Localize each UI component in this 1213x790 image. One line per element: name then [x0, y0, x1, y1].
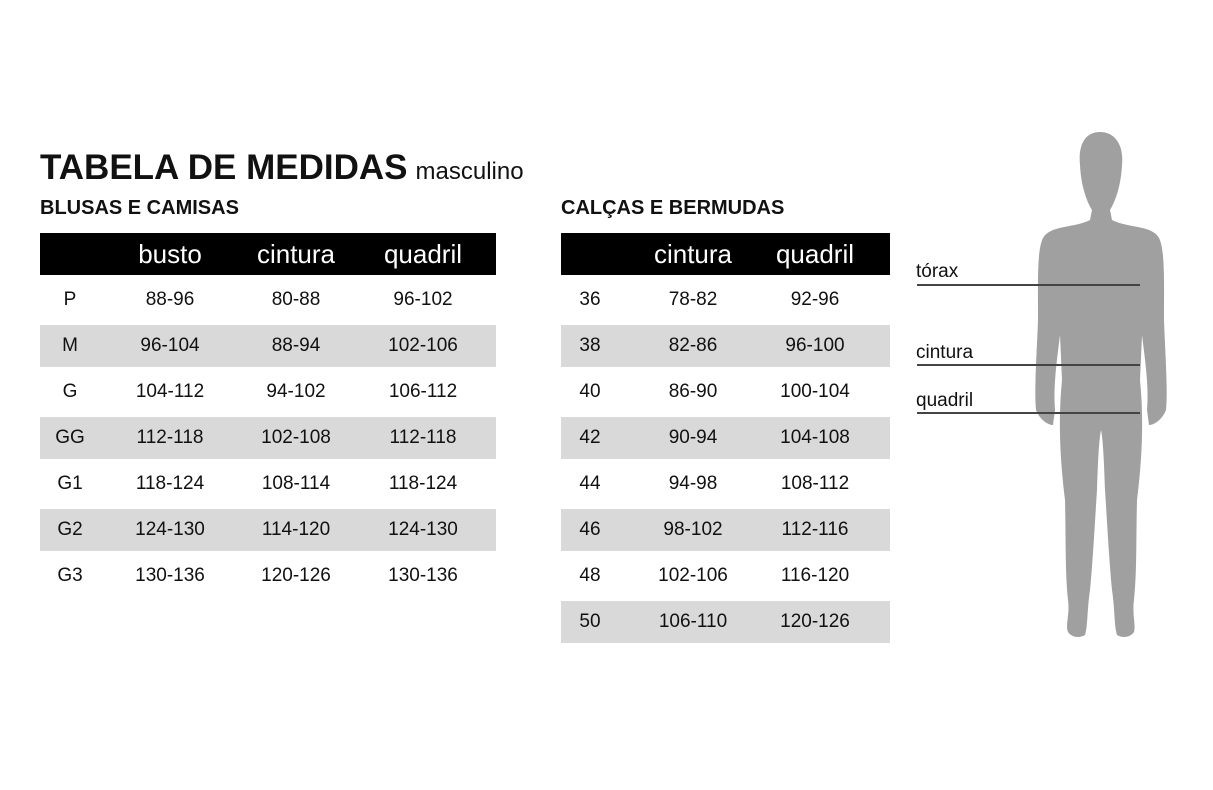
table-row: GG 112-118 102-108 112-118	[40, 417, 496, 459]
table-row: 42 90-94 104-108	[561, 417, 890, 459]
table-row: G2 124-130 114-120 124-130	[40, 509, 496, 551]
table-row: P 88-96 80-88 96-102	[40, 279, 496, 321]
measurement-cell: 98-102	[663, 519, 723, 540]
size-label: 48	[579, 565, 601, 586]
size-label: GG	[55, 427, 85, 448]
measurement-cell: 108-112	[780, 473, 850, 494]
measurement-cell: 96-100	[785, 335, 845, 356]
measurement-cell: 102-108	[261, 427, 331, 448]
size-label: M	[62, 335, 78, 356]
measurement-cell: 80-88	[271, 289, 321, 310]
measurement-cell: 96-102	[393, 289, 453, 310]
measurement-cell: 88-94	[271, 335, 321, 356]
table-row: G 104-112 94-102 106-112	[40, 371, 496, 413]
measurement-cell: 102-106	[658, 565, 728, 586]
measurement-cell: 96-104	[140, 335, 200, 356]
measurement-cell: 112-118	[389, 427, 457, 448]
page-title: TABELA DE MEDIDAS masculino	[40, 148, 524, 188]
torax-label: tórax	[916, 261, 959, 282]
measurement-cell: 112-118	[136, 427, 204, 448]
cintura-label: cintura	[916, 342, 974, 363]
measurement-cell: 78-82	[668, 289, 718, 310]
title-main: TABELA DE MEDIDAS	[40, 148, 408, 187]
table-row: 46 98-102 112-116	[561, 509, 890, 551]
table-row: 50 106-110 120-126	[561, 601, 890, 643]
column-header: cintura	[256, 238, 336, 269]
size-label: 36	[579, 289, 601, 310]
body-silhouette	[1035, 132, 1167, 637]
measurement-cell: 88-96	[145, 289, 195, 310]
measurement-cell: 94-102	[266, 381, 326, 402]
shirts-heading: BLUSAS E CAMISAS	[40, 197, 239, 219]
size-label: G2	[57, 519, 83, 540]
pants-heading: CALÇAS E BERMUDAS	[561, 197, 785, 219]
measurement-cell: 120-126	[780, 611, 850, 632]
measurement-cell: 114-120	[261, 519, 331, 540]
measurement-cell: 102-106	[388, 335, 458, 356]
size-label: 50	[579, 611, 601, 632]
measurement-cell: 124-130	[135, 519, 205, 540]
column-header: busto	[138, 238, 202, 269]
column-header: quadril	[383, 238, 463, 269]
measurement-cell: 90-94	[668, 427, 718, 448]
table-row: G3 130-136 120-126 130-136	[40, 555, 496, 597]
table-row: M 96-104 88-94 102-106	[40, 325, 496, 367]
measurement-cell: 82-86	[668, 335, 718, 356]
table-row: 38 82-86 96-100	[561, 325, 890, 367]
measurement-cell: 112-116	[781, 519, 849, 540]
measurement-cell: 94-98	[668, 473, 718, 494]
size-label: G1	[57, 473, 83, 494]
body-silhouette-figure	[917, 132, 1167, 637]
measurement-cell: 108-114	[261, 473, 331, 494]
size-label: 46	[579, 519, 601, 540]
measurement-cell: 104-108	[780, 427, 850, 448]
table-row: 48 102-106 116-120	[561, 555, 890, 597]
quadril-label: quadril	[916, 390, 974, 411]
measurement-cell: 100-104	[780, 381, 850, 402]
measurement-cell: 120-126	[261, 565, 331, 586]
column-header: quadril	[775, 238, 855, 269]
size-label: P	[63, 289, 77, 310]
table-row: 40 86-90 100-104	[561, 371, 890, 413]
table-row: 36 78-82 92-96	[561, 279, 890, 321]
table-row: 44 94-98 108-112	[561, 463, 890, 505]
size-label: 44	[579, 473, 601, 494]
size-label: G	[62, 381, 78, 402]
measurement-cell: 86-90	[668, 381, 718, 402]
measurement-cell: 124-130	[388, 519, 458, 540]
measurement-cell: 118-124	[388, 473, 458, 494]
table-header: busto cintura quadril	[40, 233, 496, 275]
table-header: cintura quadril	[561, 233, 890, 275]
size-label: G3	[57, 565, 83, 586]
measurement-cell: 116-120	[780, 565, 850, 586]
measurement-cell: 92-96	[790, 289, 840, 310]
measurement-cell: 104-112	[135, 381, 205, 402]
pants-table: cintura quadril 36 78-82 92-96 38 82-86 96-100 4…	[561, 233, 890, 643]
column-header: cintura	[653, 238, 733, 269]
size-label: 38	[579, 335, 601, 356]
measurement-cell: 106-112	[388, 381, 458, 402]
size-label: 40	[579, 381, 601, 402]
measurement-cell: 130-136	[388, 565, 458, 586]
measurement-cell: 130-136	[135, 565, 205, 586]
size-label: 42	[579, 427, 601, 448]
measurement-cell: 118-124	[135, 473, 205, 494]
table-row: G1 118-124 108-114 118-124	[40, 463, 496, 505]
shirts-table: busto cintura quadril P 88-96 80-88 96-102 M 96-…	[40, 233, 496, 597]
measurement-cell: 106-110	[658, 611, 728, 632]
title-sub: masculino	[415, 158, 524, 185]
